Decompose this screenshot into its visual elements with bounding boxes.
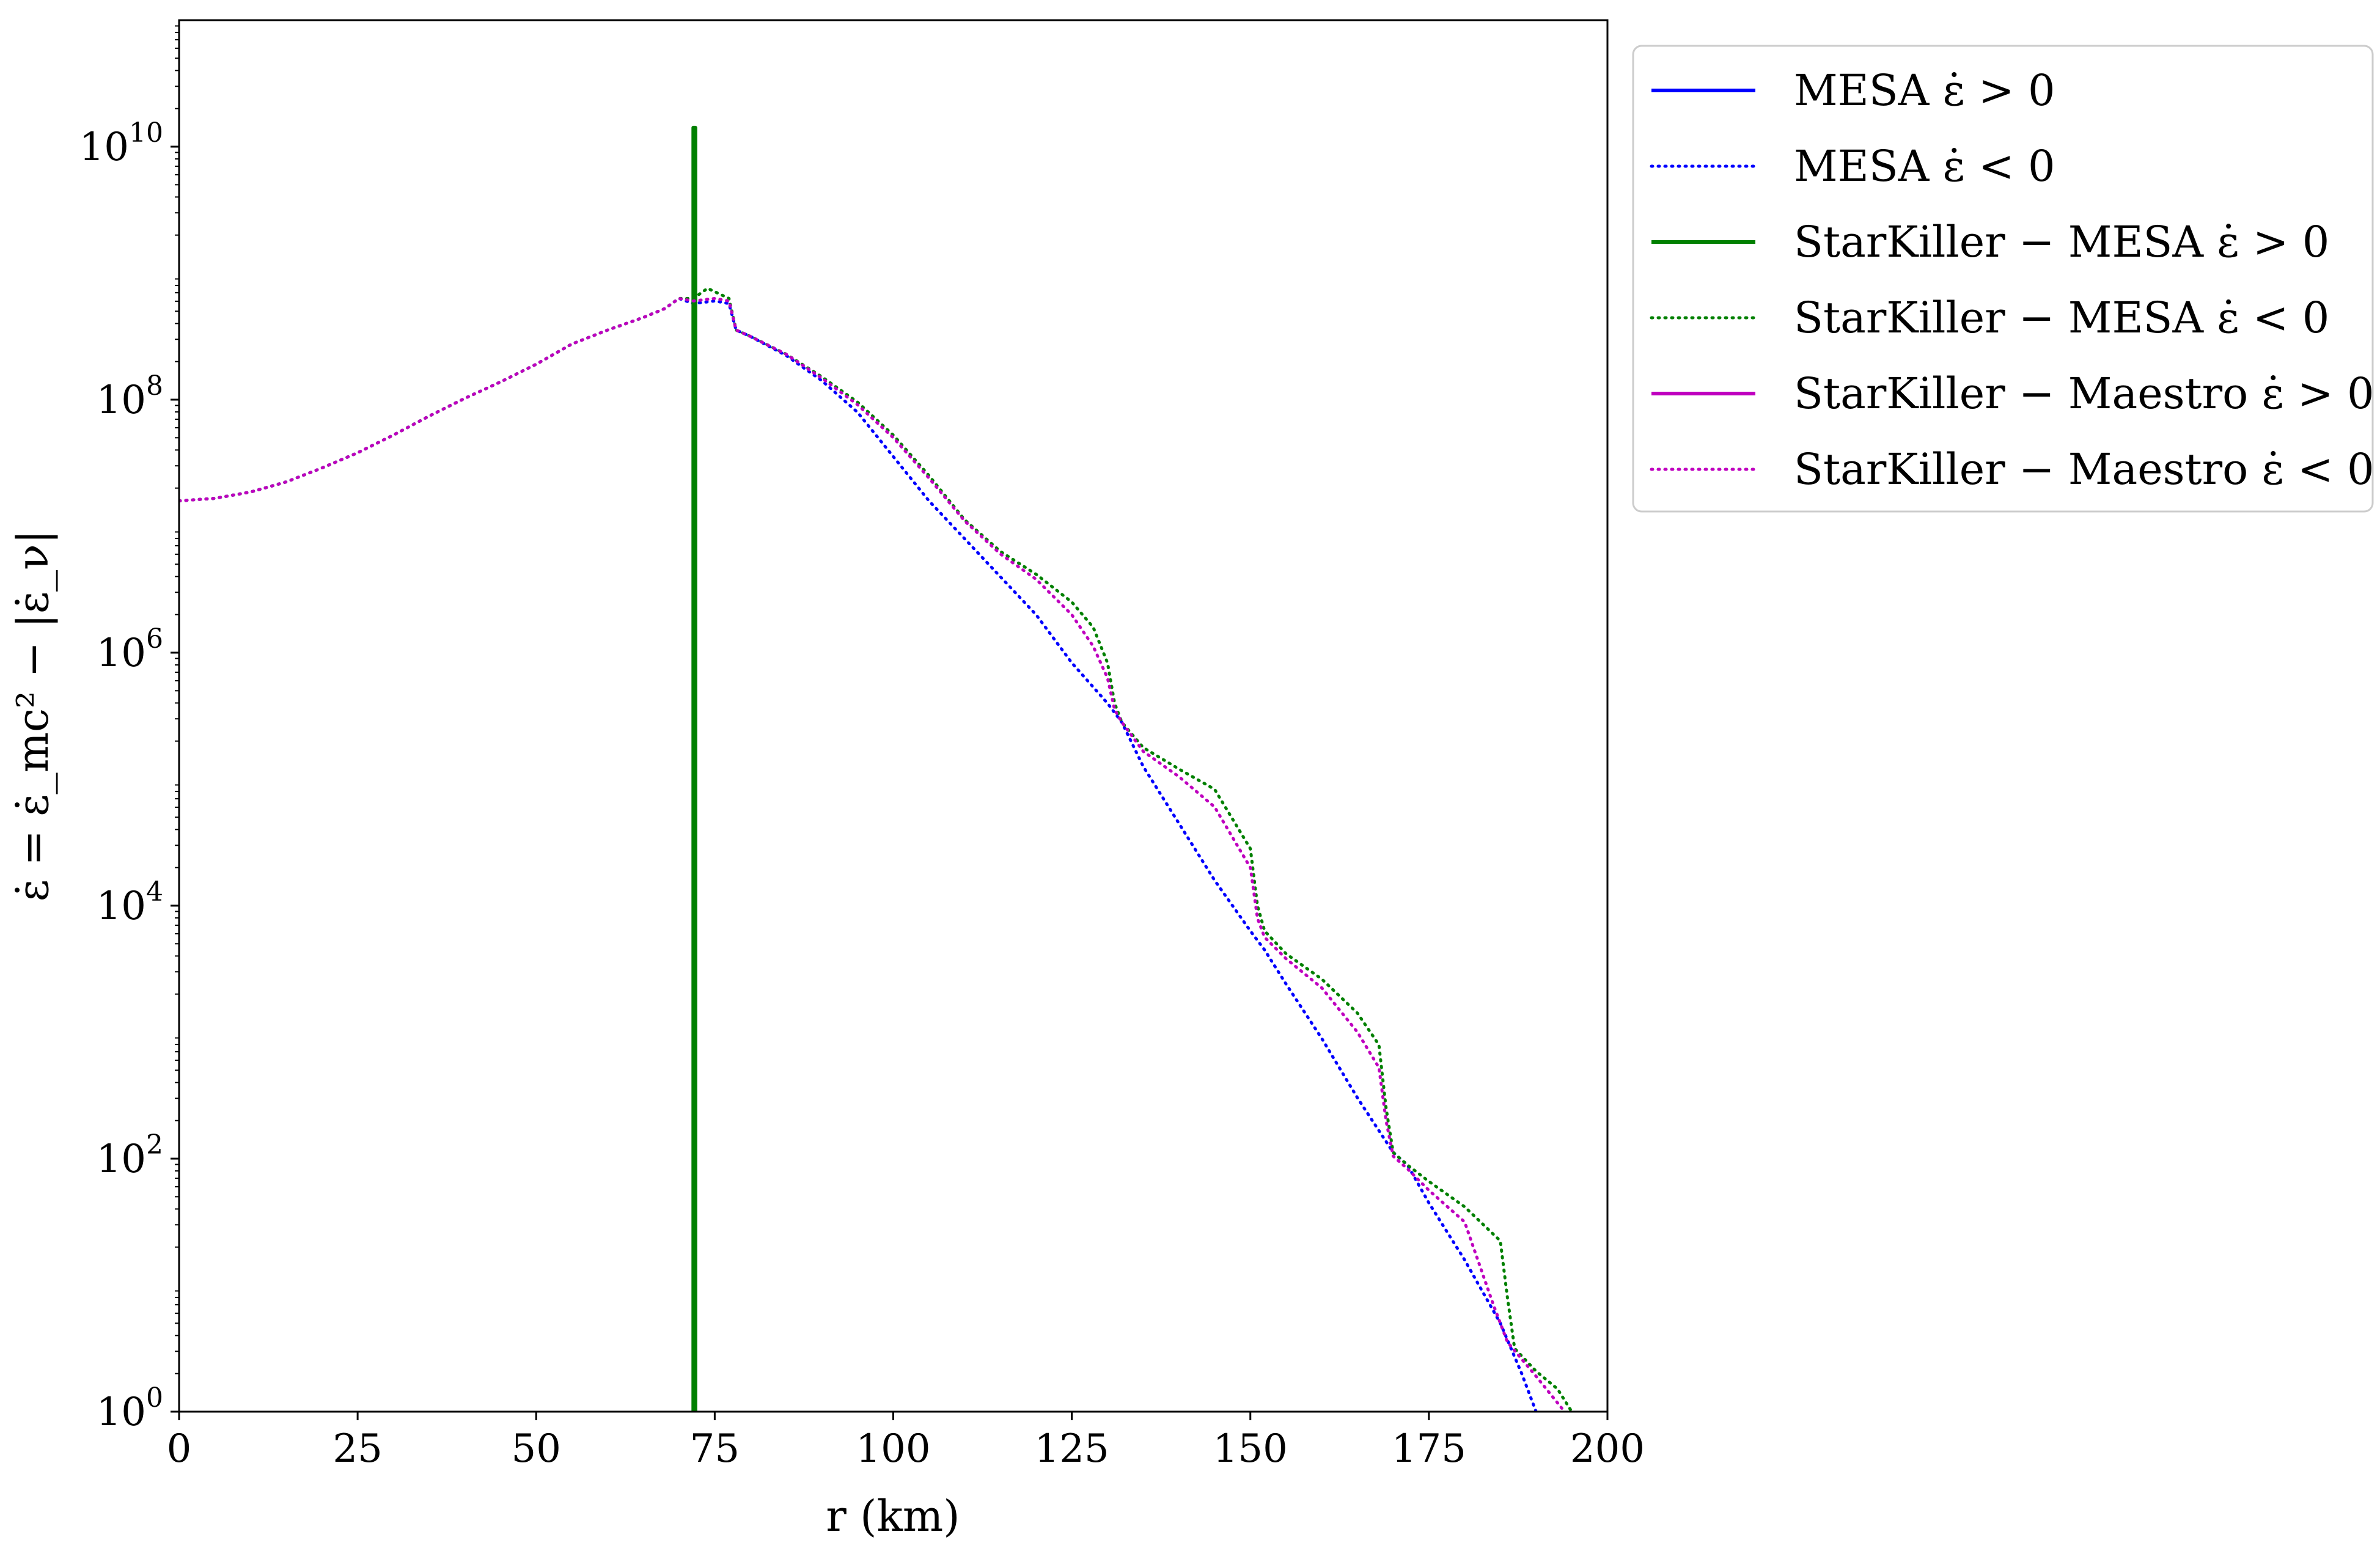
x-tick-label: 25 xyxy=(332,1426,382,1472)
x-tick-label: 200 xyxy=(1570,1426,1645,1472)
x-tick-label: 0 xyxy=(167,1426,192,1472)
legend-label-3: StarKiller − MESA ε̇ > 0 xyxy=(1794,217,2329,267)
legend: MESA ε̇ > 0 MESA ε̇ < 0 StarKiller − MESA … xyxy=(1632,45,2374,513)
series-line-3 xyxy=(691,125,697,1412)
y-axis: 100 102 104 106 108 1010 xyxy=(79,25,179,1435)
legend-label-1: MESA ε̇ > 0 xyxy=(1794,65,2055,116)
x-tick-label: 150 xyxy=(1213,1426,1288,1472)
series-line-2 xyxy=(179,296,1538,1412)
x-tick-label: 75 xyxy=(690,1426,740,1472)
y-tick-label: 1010 xyxy=(79,117,163,170)
legend-label-2: MESA ε̇ < 0 xyxy=(1794,141,2055,191)
x-tick-label: 125 xyxy=(1035,1426,1109,1472)
y-tick-label: 104 xyxy=(97,876,163,929)
x-tick-label: 175 xyxy=(1392,1426,1466,1472)
series-layer xyxy=(179,125,1574,1412)
x-axis-label: r (km) xyxy=(826,1491,960,1541)
y-axis-label: ε̇ = ε̇_mc² − |ε̇_ν| xyxy=(8,530,58,901)
legend-label-4: StarKiller − MESA ε̇ < 0 xyxy=(1794,293,2329,343)
legend-label-5: StarKiller − Maestro ε̇ > 0 xyxy=(1794,369,2374,419)
x-tick-label: 50 xyxy=(512,1426,561,1472)
y-tick-label: 100 xyxy=(97,1382,163,1435)
x-tick-label: 100 xyxy=(856,1426,930,1472)
x-axis: 0 25 50 75 100 125 150 175 200 xyxy=(167,1412,1645,1472)
legend-label-6: StarKiller − Maestro ε̇ < 0 xyxy=(1794,444,2374,494)
legend-frame xyxy=(1632,45,2374,513)
series-line-4 xyxy=(179,287,1574,1412)
series-line-6 xyxy=(179,296,1566,1412)
y-tick-label: 108 xyxy=(97,370,163,423)
y-tick-label: 106 xyxy=(97,623,163,676)
y-tick-label: 102 xyxy=(97,1129,163,1182)
